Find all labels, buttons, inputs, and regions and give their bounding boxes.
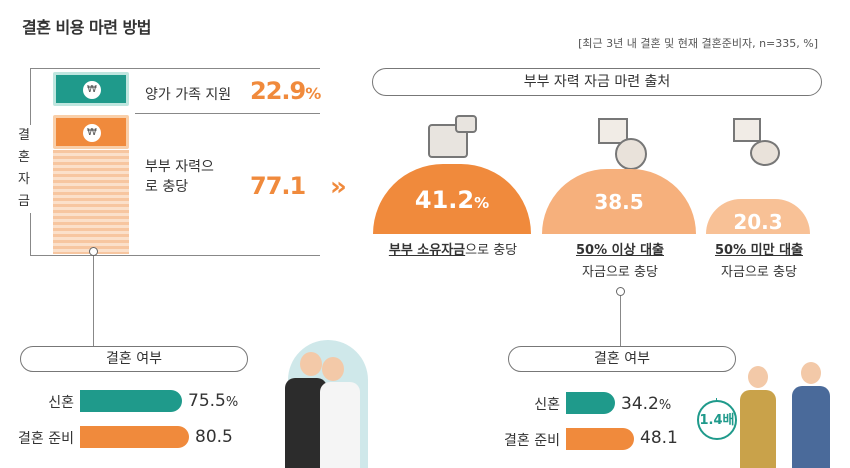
- woman-body: [740, 390, 776, 468]
- ratio-badge: 1.4배: [697, 400, 737, 440]
- dome-value-own-funds: 41.2: [414, 186, 475, 214]
- connector-dot-left: [89, 247, 98, 256]
- bar-value-number: 34.2: [621, 394, 659, 414]
- dome-bar-loan-under-50: 20.3: [706, 199, 810, 234]
- bank-icon: [733, 118, 761, 142]
- self-funded-label: 부부 자력으로 충당: [145, 159, 214, 195]
- category-loan-over-50-bold: 50% 이상 대출: [575, 243, 664, 258]
- frame-line-bottom: [30, 255, 320, 256]
- family-support-unit: %: [305, 84, 321, 103]
- bar-value-newlywed-family: 75.5%: [188, 391, 238, 411]
- marital-status-title-right: 결혼 여부: [594, 351, 650, 367]
- man-body: [792, 386, 830, 468]
- money-bill-icon-orange: ₩: [53, 115, 129, 149]
- bar-label-newlywed-loan: 신혼: [534, 397, 560, 413]
- bar-value-preparing-family: 80.5: [195, 427, 233, 447]
- source-note: [최근 3년 내 결혼 및 현재 결혼준비자, n=335, %]: [578, 37, 818, 50]
- connector-line-right: [620, 292, 621, 347]
- bar-newlywed-family: [80, 390, 182, 412]
- sources-title-pill: 부부 자력 자금 마련 출처: [372, 68, 822, 96]
- cash-icon: [455, 115, 477, 133]
- bar-value-unit: %: [658, 398, 672, 413]
- chevron-right-icon: »: [330, 172, 347, 202]
- marital-status-pill-left: 결혼 여부: [20, 346, 248, 372]
- won-coin-icon: ₩: [83, 124, 101, 142]
- money-bill-icon-teal: ₩: [53, 72, 129, 106]
- bar-label-preparing: 결혼 준비: [18, 431, 74, 447]
- bar-preparing-family: [80, 426, 189, 448]
- bar-value-number: 75.5: [188, 391, 226, 411]
- bar-newlywed-loan: [566, 392, 615, 414]
- bank-icon: [598, 118, 628, 144]
- bar-label-preparing-loan: 결혼 준비: [504, 433, 560, 449]
- self-funded-value: 77.1: [250, 172, 306, 200]
- funds-vertical-label: 결혼 자금: [14, 125, 34, 213]
- bar-value-newlywed-loan: 34.2%: [621, 394, 671, 414]
- dome-value-loan-under-50: 20.3: [733, 210, 783, 234]
- dome-unit: %: [474, 194, 490, 212]
- category-own-funds: 부부 소유자금으로 충당: [373, 240, 533, 262]
- pie-chart-icon: [615, 138, 647, 170]
- bride-dress: [320, 382, 360, 468]
- frame-line-top: [30, 68, 320, 69]
- connector-dot-right: [616, 287, 625, 296]
- frame-line-middle: [135, 113, 320, 114]
- dome-bar-loan-over-50: 38.5: [542, 169, 696, 234]
- man-head: [801, 362, 821, 384]
- category-loan-under-50-rest: 자금으로 충당: [721, 265, 797, 280]
- woman-head: [748, 366, 768, 388]
- family-support-label: 양가 가족 지원: [145, 87, 232, 103]
- pie-chart-icon: [750, 140, 780, 166]
- dome-value-loan-over-50: 38.5: [594, 190, 644, 214]
- sources-title: 부부 자력 자금 마련 출처: [523, 74, 671, 90]
- money-stack-icon: [53, 150, 129, 254]
- family-support-value: 22.9%: [250, 77, 321, 105]
- category-loan-under-50-bold: 50% 미만 대출: [714, 243, 803, 258]
- marital-status-title-left: 결혼 여부: [106, 351, 162, 367]
- bride-head: [322, 357, 344, 381]
- dome-bar-own-funds: 41.2%: [373, 164, 531, 234]
- won-coin-icon: ₩: [83, 81, 101, 99]
- page-title: 결혼 비용 마련 방법: [22, 18, 151, 37]
- category-own-funds-rest: 으로 충당: [465, 243, 518, 258]
- connector-line-left: [93, 252, 94, 347]
- bar-value-unit: %: [225, 395, 239, 410]
- category-loan-over-50-rest: 자금으로 충당: [582, 265, 658, 280]
- bar-value-preparing-loan: 48.1: [640, 428, 678, 448]
- bar-label-newlywed: 신혼: [48, 395, 74, 411]
- category-own-funds-bold: 부부 소유자금: [388, 243, 466, 258]
- marital-status-pill-right: 결혼 여부: [508, 346, 736, 372]
- funds-label-text: 결혼 자금: [18, 128, 30, 209]
- groom-head: [300, 352, 322, 376]
- family-support-number: 22.9: [250, 77, 306, 105]
- bar-preparing-loan: [566, 428, 634, 450]
